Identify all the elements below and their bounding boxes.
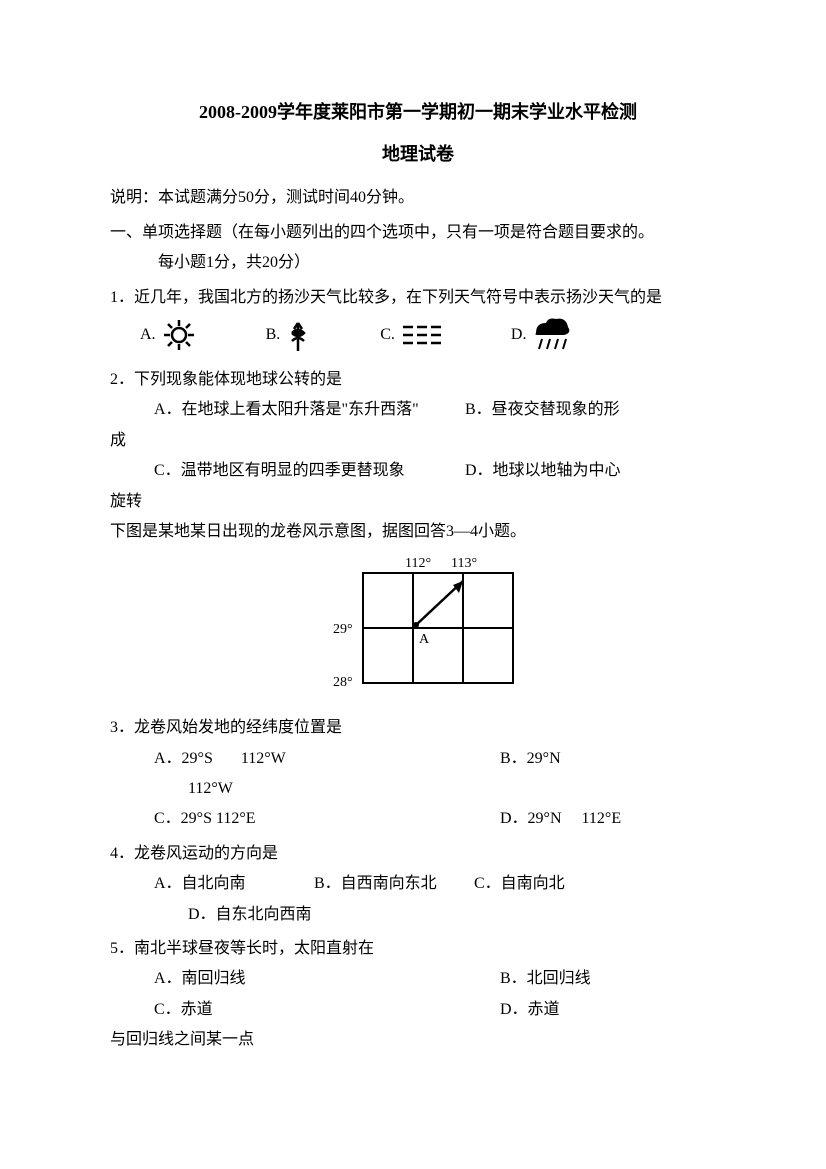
exam-title-line2: 地理试卷: [110, 137, 726, 171]
rain-icon: [532, 317, 572, 353]
q3-option-a: A．29°S 112°W: [110, 744, 500, 774]
fig-point-a: A: [419, 632, 430, 647]
q5-option-b: B．北回归线: [500, 964, 726, 994]
q3-d-part1: D．29°N: [500, 810, 562, 827]
section-1-header-line2: 每小题1分，共20分）: [110, 248, 726, 278]
q2-option-b-tail: 成: [110, 426, 726, 456]
q4-option-b: B．自西南向东北: [314, 869, 474, 899]
q1-option-b: B.: [266, 317, 311, 353]
q3-a-part1: A．29°S: [154, 750, 213, 767]
question-5: 5．南北半球昼夜等长时，太阳直射在: [110, 934, 726, 964]
sun-icon: [162, 318, 196, 352]
q3-a-part2: 112°W: [241, 750, 286, 767]
q3-option-d: D．29°N 112°E: [500, 804, 726, 834]
q5-option-c: C．赤道: [110, 995, 500, 1025]
fig-lon-112: 112°: [405, 556, 431, 571]
fig-lon-113: 113°: [451, 556, 477, 571]
q1-option-a: A.: [140, 318, 196, 352]
q2-row-cd: C．温带地区有明显的四季更替现象 D．地球以地轴为中心: [110, 456, 726, 486]
q5-row-ab: A．南回归线 B．北回归线: [110, 964, 726, 994]
question-1-options: A. B. C.: [110, 313, 726, 361]
q3-row-cd: C．29°S 112°E D．29°N 112°E: [110, 804, 726, 834]
section-1-header-line1: 一、单项选择题（在每小题列出的四个选项中，只有一项是符合题目要求的。: [110, 218, 726, 248]
q4-option-c: C．自南向北: [474, 869, 726, 899]
q5-option-a: A．南回归线: [110, 964, 500, 994]
q4-option-d: D．自东北向西南: [110, 900, 726, 930]
exam-title-line1: 2008-2009学年度莱阳市第一学期初一期末学业水平检测: [110, 95, 726, 129]
q3-option-b: B．29°N: [500, 744, 726, 774]
q1-opt-a-label: A.: [140, 320, 156, 350]
q2-option-d-tail: 旋转: [110, 487, 726, 517]
q2-row-ab: A．在地球上看太阳升落是"东升西落" B．昼夜交替现象的形: [110, 395, 726, 425]
q1-opt-b-label: B.: [266, 320, 281, 350]
q2-option-d: D．地球以地轴为中心: [465, 456, 726, 486]
fog-icon: [401, 323, 441, 347]
q3-row-ab: A．29°S 112°W B．29°N: [110, 744, 726, 774]
q3-d-part2: 112°E: [582, 810, 622, 827]
q4-row-abc: A．自北向南 B．自西南向东北 C．自南向北: [110, 869, 726, 899]
q5-option-d-tail: 与回归线之间某一点: [110, 1025, 726, 1055]
q1-opt-d-label: D.: [511, 320, 527, 350]
tornado-map-figure: 112° 113° 29° 28° A: [110, 553, 726, 703]
q5-row-cd: C．赤道 D．赤道: [110, 995, 726, 1025]
q4-option-a: A．自北向南: [154, 869, 314, 899]
question-3: 3．龙卷风始发地的经纬度位置是: [110, 713, 726, 743]
q3-option-b-part2: 112°W: [110, 774, 726, 804]
figure-intro: 下图是某地某日出现的龙卷风示意图，据图回答3—4小题。: [110, 517, 726, 547]
fig-lat-28: 28°: [333, 675, 353, 690]
q1-opt-c-label: C.: [380, 320, 395, 350]
sandstorm-icon: [286, 317, 310, 353]
question-1: 1．近几年，我国北方的扬沙天气比较多，在下列天气符号中表示扬沙天气的是: [110, 283, 726, 313]
q1-option-d: D.: [511, 317, 573, 353]
q1-option-c: C.: [380, 320, 441, 350]
q5-option-d: D．赤道: [500, 995, 726, 1025]
question-4: 4．龙卷风运动的方向是: [110, 839, 726, 869]
q3-option-c: C．29°S 112°E: [110, 804, 500, 834]
q2-option-b: B．昼夜交替现象的形: [465, 395, 726, 425]
q2-option-c: C．温带地区有明显的四季更替现象: [110, 456, 465, 486]
q2-option-a: A．在地球上看太阳升落是"东升西落": [110, 395, 465, 425]
instructions: 说明：本试题满分50分，测试时间40分钟。: [110, 183, 726, 213]
question-2: 2．下列现象能体现地球公转的是: [110, 365, 726, 395]
fig-lat-29: 29°: [333, 622, 353, 637]
